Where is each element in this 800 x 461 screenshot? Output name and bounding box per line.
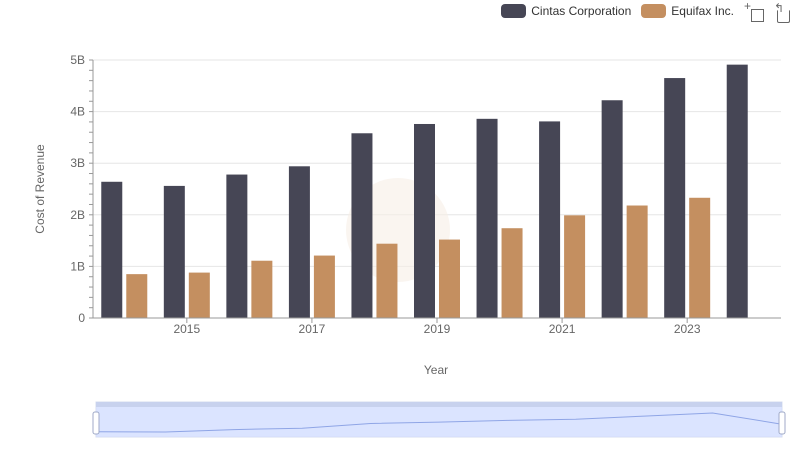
y-tick-label: 4B xyxy=(70,105,85,119)
bar-equifax-2020[interactable] xyxy=(501,228,523,318)
toolbox xyxy=(744,0,790,23)
bar-equifax-2019[interactable] xyxy=(439,239,460,318)
bar-cintas-2018[interactable] xyxy=(351,133,373,318)
bar-equifax-2015[interactable] xyxy=(188,272,210,318)
x-tick-label: 2023 xyxy=(674,322,701,336)
bar-cintas-2016[interactable] xyxy=(226,174,248,318)
bar-equifax-2018[interactable] xyxy=(376,243,398,318)
legend-swatch-equifax xyxy=(641,4,667,18)
x-tick-label: 2017 xyxy=(299,322,326,336)
slider-selection[interactable] xyxy=(96,402,782,437)
slider-preview-line xyxy=(96,412,782,433)
bar-equifax-2021[interactable] xyxy=(564,215,586,318)
bar-equifax-2023[interactable] xyxy=(689,197,711,318)
x-axis-title: Year xyxy=(424,363,448,377)
x-tick-label: 2019 xyxy=(424,322,451,336)
y-tick-label: 5B xyxy=(70,53,85,67)
legend-swatch-cintas xyxy=(501,4,527,18)
y-tick-label: 2B xyxy=(70,208,85,222)
bar-cintas-2019[interactable] xyxy=(414,123,435,318)
bars xyxy=(101,64,748,319)
axes: 0 1B 2B 3B 4B 5B 2015 2017 2019 2021 2023 xyxy=(70,53,781,336)
legend-item-cintas[interactable]: Cintas Corporation xyxy=(501,4,631,18)
bar-equifax-2016[interactable] xyxy=(251,260,273,318)
bar-cintas-2021[interactable] xyxy=(539,121,561,319)
bar-cintas-2015[interactable] xyxy=(163,185,185,318)
data-zoom-slider[interactable] xyxy=(92,401,786,438)
bar-cintas-2022[interactable] xyxy=(601,100,623,318)
bar-equifax-2022[interactable] xyxy=(626,205,648,318)
slider-handle-right[interactable] xyxy=(778,411,786,435)
bar-cintas-2017[interactable] xyxy=(288,166,310,318)
x-tick-label: 2021 xyxy=(549,322,576,336)
bar-cintas-2024[interactable] xyxy=(726,64,748,318)
bar-cintas-2020[interactable] xyxy=(476,118,498,318)
reset-zoom-icon[interactable] xyxy=(774,1,790,23)
legend-label-cintas: Cintas Corporation xyxy=(531,4,632,18)
legend-label-equifax: Equifax Inc. xyxy=(671,4,734,18)
y-tick-label: 3B xyxy=(70,156,85,170)
y-tick-label: 1B xyxy=(70,259,85,273)
bar-cintas-2014[interactable] xyxy=(101,181,123,318)
y-tick-label: 0 xyxy=(78,311,85,325)
bar-equifax-2017[interactable] xyxy=(313,255,335,318)
zoom-icon[interactable] xyxy=(744,0,764,22)
bar-equifax-2014[interactable] xyxy=(126,274,148,318)
y-axis-title: Cost of Revenue xyxy=(33,144,47,234)
slider-handle-left[interactable] xyxy=(92,411,100,435)
bar-cintas-2023[interactable] xyxy=(664,78,686,318)
slider-top-bar xyxy=(96,402,782,407)
legend-item-equifax[interactable]: Equifax Inc. xyxy=(641,4,734,18)
x-tick-label: 2015 xyxy=(173,322,200,336)
legend: Cintas Corporation Equifax Inc. xyxy=(491,4,734,18)
